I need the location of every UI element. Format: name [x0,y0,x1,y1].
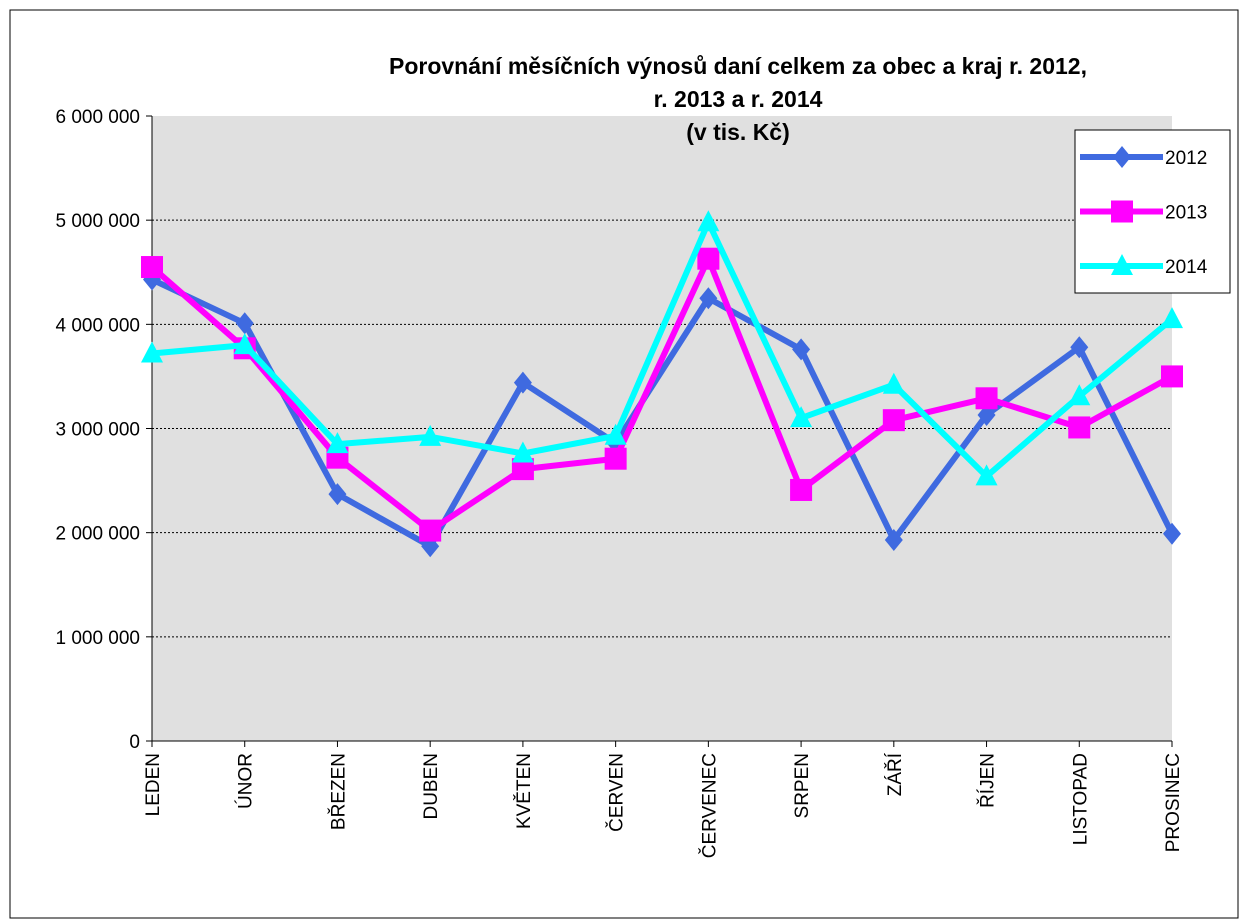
marker [1070,336,1089,359]
x-tick-label: LISTOPAD [1070,753,1091,845]
marker [1111,200,1133,223]
chart-title: r. 2013 a r. 2014 [654,86,823,112]
x-tick-label: LEDEN [143,753,164,816]
legend-label: 2013 [1165,203,1207,224]
x-tick-label: ŘÍJEN [977,753,999,808]
y-tick-label: 4 000 000 [55,315,140,336]
marker [604,447,627,470]
marker [882,372,905,394]
marker [1161,365,1183,388]
marker [1113,146,1131,168]
marker [884,528,903,551]
y-tick-label: 3 000 000 [55,420,140,441]
marker [233,333,256,355]
marker [975,387,998,410]
marker [326,432,349,454]
y-tick-label: 2 000 000 [55,524,140,545]
marker [419,519,442,542]
y-tick-label: 0 [129,732,140,753]
marker [1163,522,1181,545]
marker [419,424,442,446]
marker [1111,254,1133,275]
x-tick-label: ČERVENEC [698,753,720,858]
x-tick-label: ÚNOR [235,753,257,809]
marker [328,483,347,506]
legend-label: 2012 [1165,148,1207,169]
x-tick-label: KVĚTEN [513,753,535,829]
series-line [150,255,1174,534]
marker [141,256,163,279]
series-line [151,219,1174,480]
marker [792,338,811,361]
marker [141,341,163,363]
y-tick-label: 1 000 000 [55,628,140,649]
y-tick-label: 5 000 000 [55,211,140,232]
marker [604,423,627,445]
marker [790,406,813,428]
marker [511,441,534,463]
marker [699,287,718,310]
legend-label: 2014 [1165,257,1208,278]
marker [697,247,720,270]
marker [513,371,532,394]
chart-title: (v tis. Kč) [686,119,790,145]
marker [1068,416,1091,439]
marker [882,409,905,432]
x-tick-label: ZÁŘÍ [884,752,906,796]
marker [790,478,813,501]
x-tick-label: SRPEN [792,753,813,818]
marker [697,210,720,232]
marker [975,464,998,486]
marker [511,458,534,481]
marker [1161,307,1183,329]
x-tick-label: DUBEN [421,753,442,820]
x-tick-label: ČERVEN [606,753,628,832]
x-tick-label: PROSINEC [1163,753,1184,852]
x-tick-label: BŘEZEN [327,753,349,830]
y-tick-label: 6 000 000 [55,107,140,128]
chart-title: Porovnání měsíčních výnosů daní celkem z… [389,53,1087,79]
marker [1068,384,1091,406]
marker [235,312,254,335]
marker [977,403,996,426]
